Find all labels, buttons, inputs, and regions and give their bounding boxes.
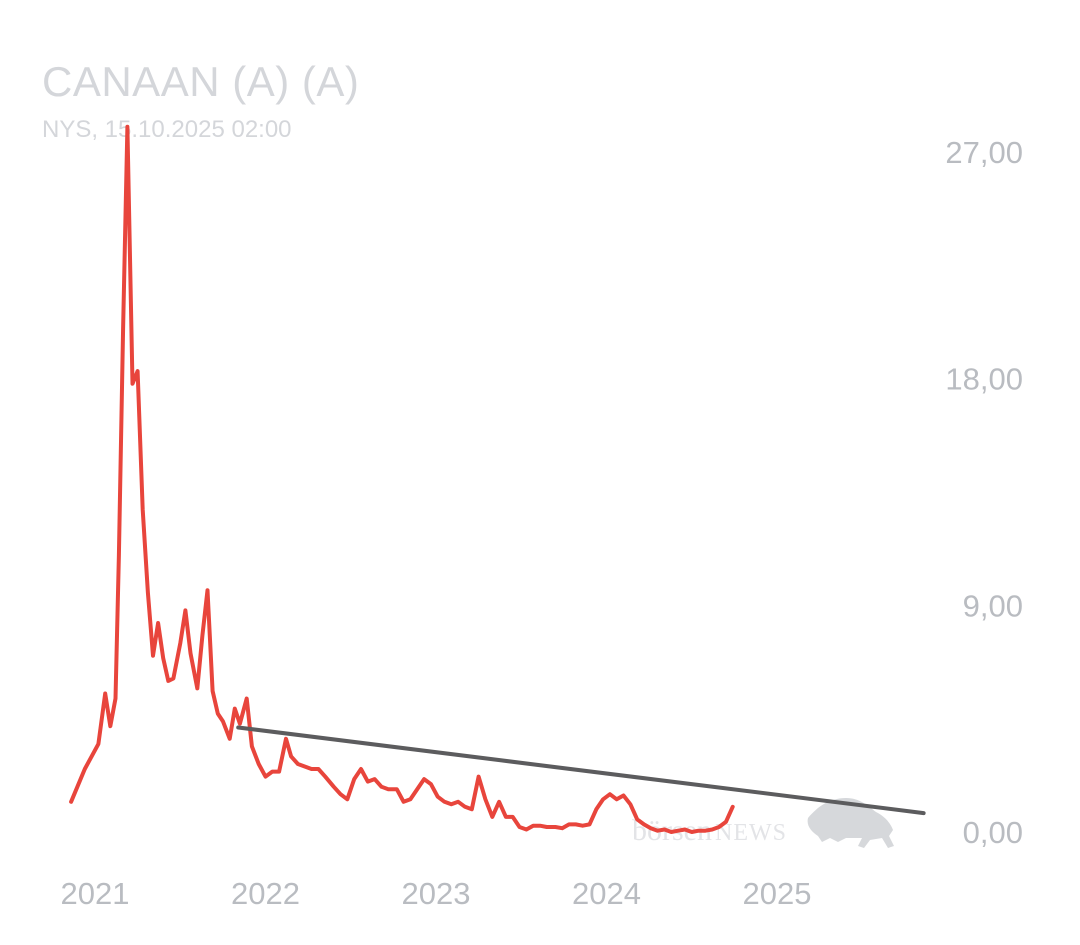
x-tick-label: 2024 bbox=[572, 876, 641, 911]
chart-subtitle: NYS, 15.10.2025 02:00 bbox=[42, 116, 292, 143]
x-tick-label: 2022 bbox=[231, 876, 300, 911]
y-tick-label: 27,00 bbox=[945, 135, 1023, 170]
trendline bbox=[236, 725, 926, 816]
y-axis: 27,00 18,00 9,00 0,00 bbox=[945, 135, 1023, 850]
price-series-line bbox=[69, 124, 735, 834]
x-axis: 2021 2022 2023 2024 2025 bbox=[61, 876, 812, 911]
x-tick-label: 2023 bbox=[402, 876, 471, 911]
x-tick-label: 2025 bbox=[743, 876, 812, 911]
watermark-text-right: NEWS bbox=[715, 820, 787, 846]
y-tick-label: 0,00 bbox=[963, 815, 1023, 850]
y-tick-label: 18,00 bbox=[945, 362, 1023, 397]
plot-area bbox=[69, 124, 926, 834]
bull-icon bbox=[807, 798, 894, 848]
chart-title: CANAAN (A) (A) bbox=[42, 58, 360, 105]
y-tick-label: 9,00 bbox=[963, 588, 1023, 623]
x-tick-label: 2021 bbox=[61, 876, 130, 911]
